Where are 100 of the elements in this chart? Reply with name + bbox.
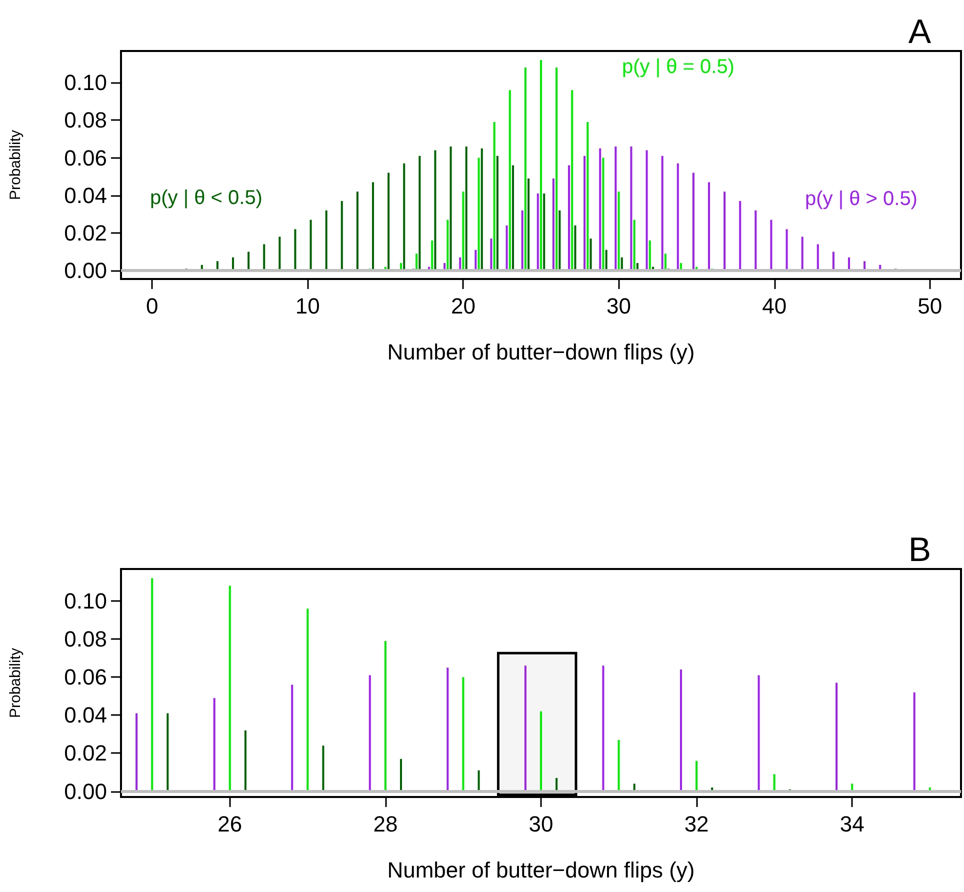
bar <box>540 711 542 792</box>
bar <box>465 146 468 271</box>
x-tick-label: 34 <box>840 812 864 836</box>
bar <box>480 148 483 271</box>
bar <box>648 240 651 271</box>
x-tick-label: 30 <box>528 812 554 836</box>
bar <box>816 244 819 271</box>
bar <box>228 586 231 792</box>
bar <box>614 146 617 271</box>
x-tick-label: 28 <box>373 812 398 836</box>
bar <box>151 578 154 792</box>
y-axis-title: Probability <box>7 647 24 718</box>
bar <box>664 254 666 271</box>
bar <box>556 68 558 271</box>
series-label: p(y | θ > 0.5) <box>805 188 918 210</box>
bar <box>739 200 742 271</box>
x-axis-title: Number of butter−down flips (y) <box>387 858 695 882</box>
bar <box>263 244 266 271</box>
bar <box>558 210 561 271</box>
y-axis-title: Probability <box>7 129 24 200</box>
bar <box>524 666 526 792</box>
bar <box>633 220 636 271</box>
y-tick-label: 0.02 <box>64 220 107 246</box>
y-tick-label: 0.02 <box>64 740 107 766</box>
bar <box>248 252 250 271</box>
bar <box>832 252 834 271</box>
bar <box>388 172 390 271</box>
x-tick-label: 50 <box>918 294 942 318</box>
x-tick-label: 20 <box>450 294 476 318</box>
bar <box>368 675 371 792</box>
bar <box>508 90 511 271</box>
bar <box>434 150 436 271</box>
y-tick-label: 0.06 <box>64 145 107 170</box>
bar <box>506 225 508 271</box>
bar <box>512 165 514 271</box>
bar <box>291 684 294 792</box>
bar <box>836 682 838 792</box>
x-tick-label: 0 <box>146 294 158 318</box>
bar <box>676 163 679 271</box>
bar <box>618 192 620 271</box>
bar <box>166 713 169 792</box>
bar <box>306 608 309 792</box>
bar <box>340 200 343 271</box>
y-tick-label: 0.04 <box>64 182 107 208</box>
bar <box>605 250 608 271</box>
bar <box>754 210 757 271</box>
y-tick-label: 0.00 <box>64 778 107 804</box>
bar <box>536 193 539 271</box>
bar <box>661 156 664 271</box>
bar <box>913 692 916 792</box>
bar <box>571 90 574 271</box>
bar <box>136 713 138 792</box>
bar <box>244 730 246 792</box>
bar <box>646 150 648 271</box>
bar <box>770 220 772 271</box>
bar <box>496 156 498 271</box>
bar <box>602 666 604 792</box>
bar <box>322 746 324 792</box>
bar <box>540 60 542 271</box>
bar <box>599 148 602 271</box>
bar <box>462 677 464 792</box>
bar <box>400 758 402 792</box>
bar <box>528 178 530 271</box>
bar <box>356 192 358 271</box>
bar <box>758 675 760 792</box>
chart-title: B <box>908 531 932 569</box>
bar <box>325 210 328 271</box>
bar <box>418 156 421 271</box>
bar <box>521 210 524 271</box>
x-tick-label: 30 <box>606 294 632 318</box>
bar <box>431 240 434 271</box>
bar <box>552 178 554 271</box>
bar <box>584 156 586 271</box>
bar <box>692 172 694 271</box>
bar <box>446 220 449 271</box>
bar <box>801 236 804 271</box>
bar <box>294 229 296 271</box>
bar <box>680 669 682 792</box>
x-tick-label: 40 <box>762 294 787 318</box>
series-label: p(y | θ < 0.5) <box>150 187 262 209</box>
bar <box>602 158 604 271</box>
y-tick-label: 0.06 <box>64 664 107 690</box>
x-tick-label: 26 <box>218 812 242 836</box>
bar <box>416 254 418 271</box>
bar <box>490 238 492 271</box>
bar <box>696 760 698 792</box>
bar <box>462 192 464 271</box>
bar <box>786 229 788 271</box>
bar <box>478 770 480 792</box>
bar <box>586 122 589 271</box>
bar <box>213 698 216 792</box>
y-tick-label: 0.08 <box>64 108 107 133</box>
y-tick-label: 0.10 <box>64 70 107 96</box>
bar <box>478 158 480 271</box>
y-tick-label: 0.08 <box>64 626 107 652</box>
y-tick-label: 0.04 <box>64 702 107 728</box>
x-tick-label: 10 <box>295 294 320 318</box>
y-tick-label: 0.00 <box>64 258 107 284</box>
bar <box>773 774 776 792</box>
bar <box>384 640 386 792</box>
